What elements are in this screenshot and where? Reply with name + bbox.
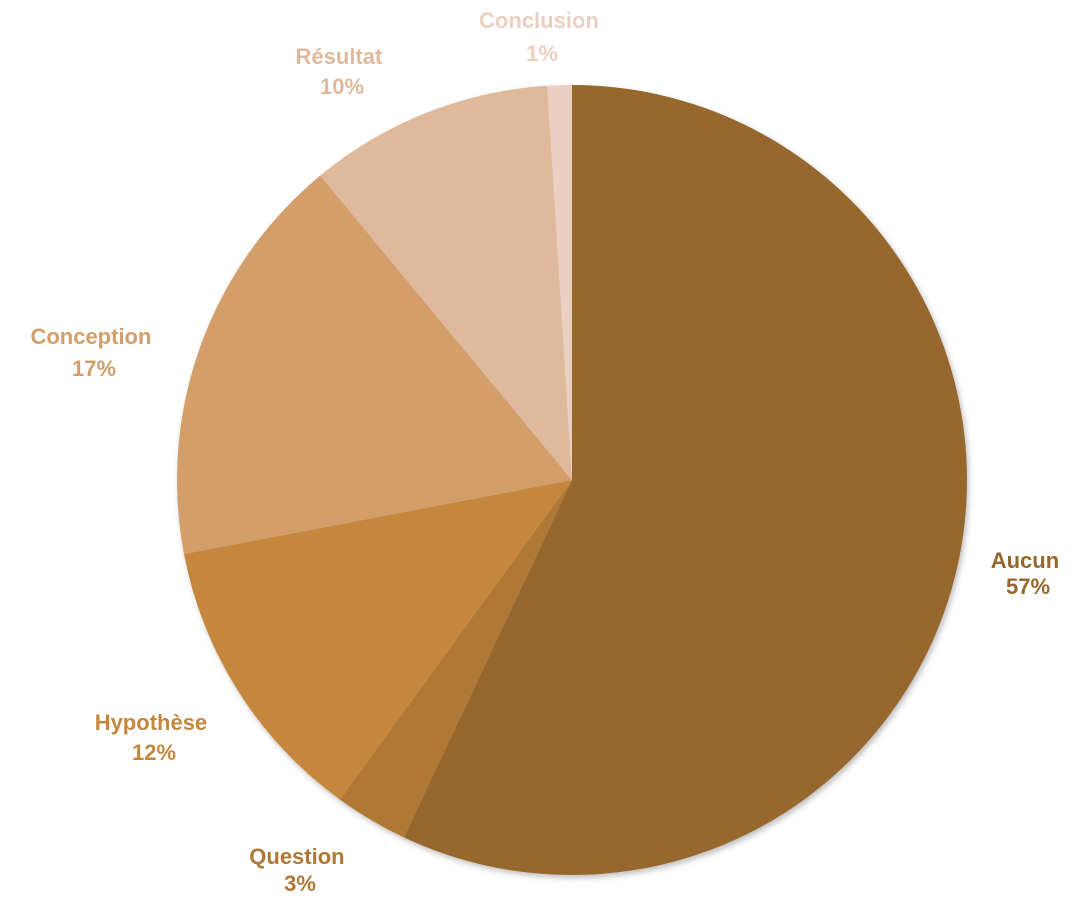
slice-name-aucun: Aucun [991, 548, 1059, 573]
slice-name-resultat: Résultat [296, 44, 383, 69]
slice-name-question: Question [249, 844, 344, 869]
pie-slice-question [339, 480, 572, 838]
pie-slice-aucun [403, 85, 967, 876]
slice-percent-resultat: 10% [320, 74, 364, 99]
slice-label-aucun: Aucun 57% [991, 548, 1066, 599]
pie-slice-resultat [320, 85, 572, 480]
slice-label-resultat: Résultat 10% [296, 44, 389, 99]
pie-slices [177, 85, 967, 876]
pie-labels: Aucun 57% Question 3% Hypothèse 12% Conc… [30, 8, 1066, 896]
slice-label-conception: Conception 17% [30, 324, 157, 381]
slice-label-question: Question 3% [249, 844, 350, 896]
slice-label-conclusion: Conclusion 1% [479, 8, 605, 66]
slice-percent-question: 3% [284, 871, 316, 896]
slice-percent-hypothese: 12% [132, 740, 176, 765]
pie-slice-conclusion [547, 85, 572, 480]
slice-name-conclusion: Conclusion [479, 8, 599, 33]
slice-percent-conclusion: 1% [526, 41, 558, 66]
slice-name-conception: Conception [30, 324, 151, 349]
pie-slice-conception [177, 175, 573, 555]
slice-percent-aucun: 57% [1006, 574, 1050, 599]
slice-percent-conception: 17% [72, 356, 116, 381]
pie-slice-hypothese [184, 480, 572, 800]
slice-name-hypothese: Hypothèse [95, 710, 207, 735]
slice-label-hypothese: Hypothèse 12% [95, 710, 214, 765]
